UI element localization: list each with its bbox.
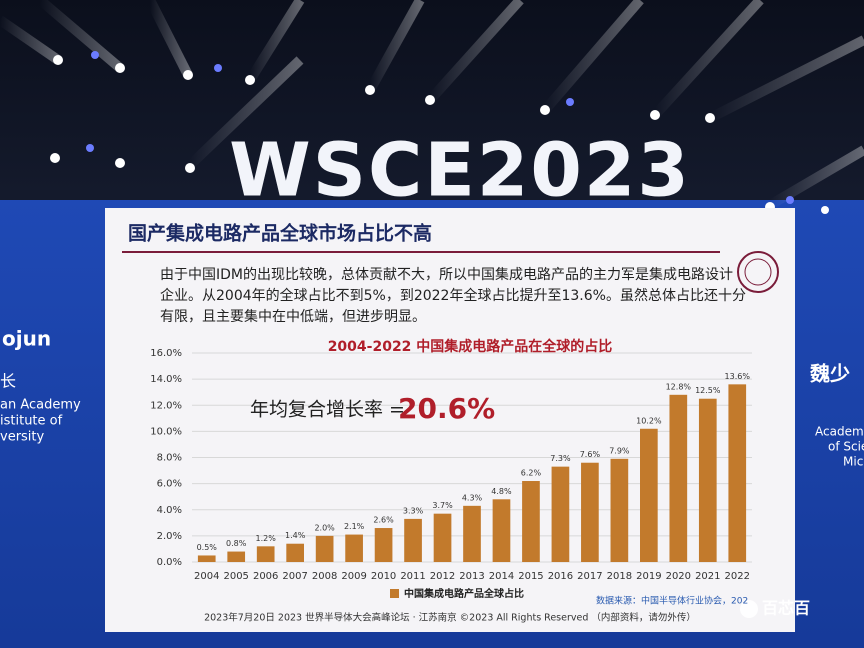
stage-lights (0, 0, 864, 210)
bar (433, 513, 452, 562)
value-label: 2.6% (373, 516, 394, 525)
bar (492, 499, 511, 562)
annotation-highlight: 20.6% (398, 392, 495, 425)
bar (669, 394, 688, 562)
value-label: 4.3% (462, 493, 483, 502)
bar (463, 505, 481, 562)
value-label: 0.8% (226, 539, 247, 548)
y-tick-label: 0.0% (157, 557, 182, 568)
bar (522, 481, 540, 562)
bar (404, 518, 422, 562)
watermark: 百芯百 (762, 599, 810, 618)
bar (345, 534, 363, 562)
logo (737, 251, 779, 293)
source: 数据来源：中国半导体行业协会，202 (596, 595, 748, 607)
bar (640, 428, 658, 562)
x-tick-label: 2014 (489, 571, 514, 582)
bar (551, 466, 570, 562)
bar (256, 546, 275, 562)
y-tick-label: 10.0% (150, 426, 182, 437)
y-tick-label: 12.0% (150, 400, 182, 411)
chart-title: 2004-2022 中国集成电路产品在全球的占比 (328, 338, 613, 355)
bar (227, 551, 246, 562)
value-label: 1.4% (285, 531, 306, 540)
value-label: 13.6% (725, 372, 751, 381)
bar (315, 535, 334, 562)
x-tick-label: 2013 (459, 571, 484, 582)
annotation: 年均复合增长率 = (250, 399, 405, 421)
value-label: 7.6% (580, 450, 601, 459)
side-text: an Academy (0, 398, 81, 413)
y-tick-label: 16.0% (150, 348, 182, 359)
side-text: of Scien (828, 440, 864, 454)
value-label: 3.7% (432, 501, 453, 510)
value-label: 2.0% (314, 523, 335, 532)
x-tick-label: 2012 (430, 571, 455, 582)
banner: WSCE2023 (229, 128, 691, 214)
side-text: istitute of (0, 414, 63, 429)
value-label: 10.2% (636, 416, 662, 425)
light-dots (50, 51, 829, 214)
side-text: 长 (0, 372, 16, 391)
y-tick-label: 2.0% (157, 531, 182, 542)
value-label: 3.3% (403, 506, 424, 515)
bar (698, 398, 717, 562)
x-tick-label: 2004 (194, 571, 219, 582)
x-tick-label: 2020 (666, 571, 691, 582)
value-label: 0.5% (197, 543, 218, 552)
x-tick-label: 2007 (282, 571, 307, 582)
x-tick-label: 2021 (695, 571, 720, 582)
value-label: 4.8% (491, 487, 512, 496)
y-tick-label: 6.0% (157, 479, 182, 490)
y-tick-label: 4.0% (157, 505, 182, 516)
x-tick-label: 2017 (577, 571, 602, 582)
x-tick-label: 2011 (400, 571, 425, 582)
bar (374, 528, 393, 562)
value-label: 12.8% (666, 382, 692, 391)
legend-swatch (390, 589, 399, 598)
slide-heading: 国产集成电路产品全球市场占比不高 (128, 222, 432, 245)
logo-inner (744, 258, 772, 286)
x-tick-label: 2016 (548, 571, 573, 582)
x-tick-label: 2015 (518, 571, 543, 582)
side-text: Academic (815, 425, 864, 439)
x-tick-label: 2018 (607, 571, 632, 582)
bar (286, 543, 304, 562)
side-text: Micr (843, 455, 864, 469)
x-tick-label: 2008 (312, 571, 337, 582)
value-label: 6.2% (521, 469, 542, 478)
x-tick-label: 2019 (636, 571, 661, 582)
bar (728, 384, 747, 562)
side-text: 魏少 (809, 362, 850, 386)
y-tick-label: 8.0% (157, 453, 182, 464)
footer: 2023年7月20日 2023 世界半导体大会高峰论坛 · 江苏南京 ©2023… (204, 612, 696, 624)
side-text: versity (0, 430, 45, 445)
y-tick-label: 14.0% (150, 374, 182, 385)
x-tick-label: 2005 (223, 571, 248, 582)
legend-label: 中国集成电路产品全球占比 (404, 587, 524, 600)
bar (581, 462, 599, 562)
watermark-icon (740, 600, 758, 618)
value-label: 12.5% (695, 386, 721, 395)
value-label: 2.1% (344, 522, 365, 531)
x-tick-label: 2022 (725, 571, 750, 582)
bar (197, 555, 216, 562)
value-label: 1.2% (256, 534, 277, 543)
paragraph-line: 由于中国IDM的出现比较晚，总体贡献不大，所以中国集成电路产品的主力军是集成电路… (160, 266, 733, 283)
value-label: 7.9% (609, 446, 630, 455)
x-tick-label: 2006 (253, 571, 278, 582)
paragraph-line: 有限，且主要集中在中低端，但进步明显。 (160, 308, 426, 325)
paragraph-line: 企业。从2004年的全球占比不到5%，到2022年全球占比提升至13.6%。虽然… (160, 287, 746, 304)
bar (610, 458, 629, 562)
side-text: ojun (2, 327, 51, 351)
x-tick-label: 2010 (371, 571, 396, 582)
value-label: 7.3% (550, 454, 571, 463)
x-tick-label: 2009 (341, 571, 366, 582)
